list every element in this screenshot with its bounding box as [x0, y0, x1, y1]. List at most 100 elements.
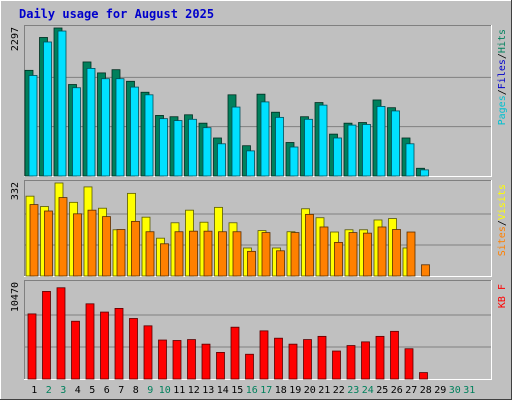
bar-kb-f	[375, 335, 385, 380]
bar-sites	[247, 250, 256, 277]
x-tick-label: 18	[275, 385, 287, 396]
bar-files	[43, 41, 52, 177]
bar-sites	[261, 232, 271, 277]
bar-sites	[334, 241, 343, 277]
bar-files	[115, 78, 125, 177]
bar-files	[231, 106, 241, 177]
y-max-label: 2297	[10, 27, 21, 51]
bar-sites	[363, 232, 372, 277]
x-tick-label: 20	[304, 385, 316, 396]
x-tick-label: 22	[333, 385, 345, 396]
panel-sites_visits: 332 Sites/Visits	[10, 180, 508, 277]
bar-files	[275, 116, 284, 177]
bar-files	[101, 78, 110, 177]
bar-sites	[44, 210, 53, 277]
x-tick-label: 10	[159, 385, 171, 396]
bar-kb-f	[71, 320, 80, 380]
y-max-label: 332	[10, 182, 21, 200]
bar-kb-f	[230, 326, 240, 380]
x-tick-label: 12	[188, 385, 200, 396]
bar-sites	[29, 204, 39, 277]
x-tick-label: 15	[231, 385, 243, 396]
bar-sites	[276, 250, 285, 277]
bar-files	[144, 94, 154, 177]
bar-sites	[421, 264, 430, 277]
bar-sites	[58, 197, 68, 277]
bar-files	[86, 67, 96, 177]
legend-item: /	[497, 89, 508, 95]
bar-kb-f	[27, 313, 37, 380]
bar-sites	[174, 231, 184, 277]
legend-item: Sites	[497, 226, 508, 256]
bar-kb-f	[158, 339, 167, 380]
bar-files	[333, 137, 342, 177]
bar-files	[130, 86, 139, 177]
bar-kb-f	[245, 353, 254, 380]
bar-sites	[189, 230, 198, 277]
bar-kb-f	[187, 339, 196, 380]
x-tick-label: 23	[347, 385, 359, 396]
bar-kb-f	[404, 348, 414, 380]
bar-sites	[305, 213, 314, 277]
x-tick-label: 11	[173, 385, 185, 396]
bar-sites	[116, 229, 126, 277]
x-tick-label: 13	[202, 385, 214, 396]
bar-kb-f	[419, 372, 428, 380]
legend-item: Visits	[497, 184, 508, 220]
x-tick-label: 21	[318, 385, 330, 396]
bar-files	[362, 124, 371, 177]
x-tick-label: 5	[89, 385, 95, 396]
bar-kb-f	[361, 341, 370, 380]
bar-files	[28, 75, 38, 177]
bar-files	[188, 118, 197, 177]
bar-kb-f	[216, 352, 225, 380]
bar-files	[217, 143, 226, 177]
panel-pages_files_hits: 2297 Pages/Files/Hits	[10, 25, 508, 177]
x-tick-label: 14	[217, 385, 229, 396]
bar-sites	[145, 231, 155, 277]
bar-files	[260, 101, 270, 177]
chart-panels: 2297 Pages/Files/Hits 332 Sites / Visits 10470…	[10, 25, 508, 380]
bar-kb-f	[288, 343, 298, 380]
bar-files	[57, 30, 67, 177]
bar-files	[405, 143, 415, 177]
y-max-label: 10470	[10, 282, 21, 312]
bar-sites	[160, 243, 169, 277]
bar-sites	[218, 231, 227, 277]
bar-sites	[131, 220, 140, 277]
bar-files	[376, 106, 386, 177]
x-tick-label: 26	[391, 385, 403, 396]
bar-files	[159, 118, 168, 177]
bar-sites	[203, 230, 213, 277]
bar-kb-f	[201, 343, 211, 380]
x-tick-label: 6	[104, 385, 110, 396]
bar-sites	[232, 231, 242, 277]
bar-kb-f	[274, 337, 283, 380]
bar-kb-f	[172, 340, 182, 380]
bar-files	[72, 87, 81, 177]
bar-kb-f	[259, 330, 269, 380]
bar-sites	[392, 229, 401, 277]
x-tick-label: 25	[376, 385, 388, 396]
bar-kb-f	[129, 318, 138, 380]
x-tick-label: 29	[434, 385, 446, 396]
x-tick-label: 7	[118, 385, 124, 396]
bar-kb-f	[100, 311, 109, 380]
x-tick-label: 2	[46, 385, 52, 396]
bar-kb-f	[114, 307, 124, 380]
bar-files	[289, 146, 299, 177]
bar-files	[202, 127, 212, 177]
panel-kbytes: 10470 KB F	[10, 280, 508, 380]
legend-item: Pages	[497, 95, 508, 125]
bar-kb-f	[346, 345, 356, 380]
bar-sites	[73, 213, 82, 277]
bar-sites	[406, 231, 416, 277]
x-tick-label: 19	[289, 385, 301, 396]
bar-kb-f	[390, 330, 399, 380]
legend: Pages/Files/Hits	[497, 29, 508, 125]
bar-sites	[290, 232, 300, 277]
bar-files	[347, 124, 357, 177]
bar-files	[173, 120, 183, 177]
